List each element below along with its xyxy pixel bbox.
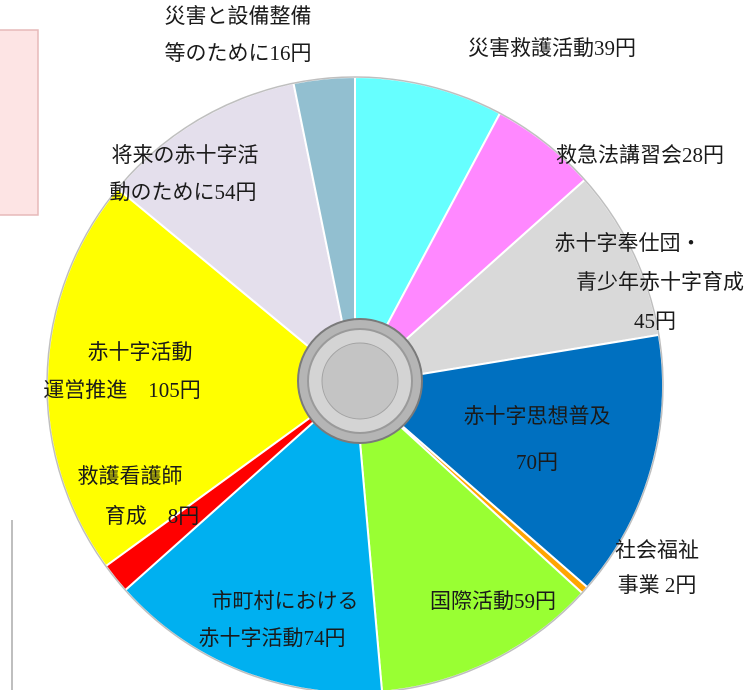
slice-label: 45円 (634, 309, 676, 333)
slice-label: 社会福祉 (615, 538, 699, 562)
slice-label: 70円 (516, 450, 558, 474)
slice-label: 災害と設備整備 (165, 4, 312, 28)
slice-label: 赤十字思想普及 (464, 404, 611, 428)
coin (298, 319, 422, 443)
slice-label: 赤十字活動74円 (199, 626, 346, 650)
side-panel (0, 30, 38, 215)
slice-label: 市町村における (212, 589, 359, 613)
slice-label: 赤十字奉仕団・ (555, 231, 702, 255)
slice-label: 将来の赤十字活 (112, 143, 259, 167)
slice-label: 救急法講習会28円 (556, 143, 724, 167)
slice-label: 運営推進 105円 (43, 378, 201, 402)
slice-label: 青少年赤十字育成 (576, 270, 744, 294)
slice-label: 動のために54円 (110, 180, 257, 204)
chart: 災害救護活動39円救急法講習会28円赤十字奉仕団・青少年赤十字育成 45円赤十字思… (0, 0, 754, 690)
slice-label: 育成 8円 (105, 504, 200, 528)
slice-label: 事業 2円 (618, 573, 697, 597)
slice-label: 災害救護活動39円 (468, 36, 636, 60)
slice-label: 赤十字活動 (88, 340, 193, 364)
slice-label: 救護看護師 (78, 464, 183, 488)
slice-label: 国際活動59円 (430, 589, 556, 613)
slice-label: 等のために16円 (165, 41, 312, 65)
